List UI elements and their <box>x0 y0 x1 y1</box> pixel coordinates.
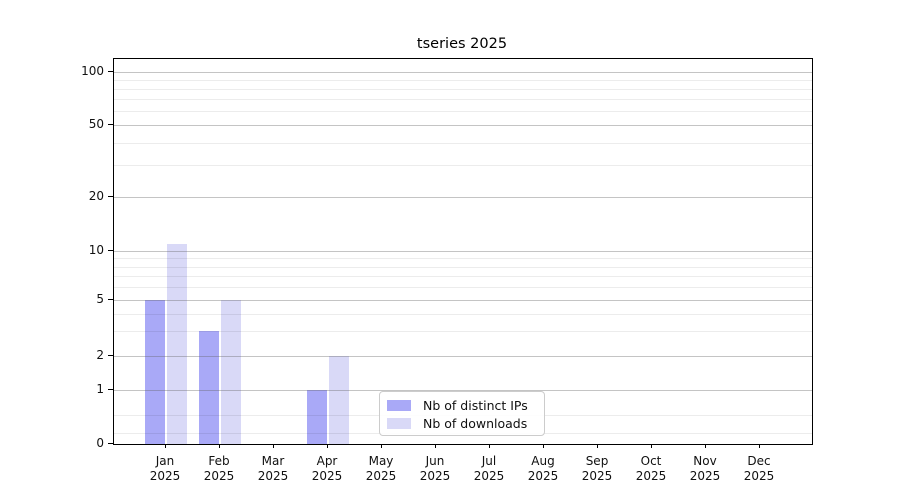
x-axis-tick <box>273 444 274 448</box>
x-axis-tick <box>381 444 382 448</box>
year-label: 2025 <box>311 469 343 483</box>
gridline-major <box>114 72 812 73</box>
month-label: Feb <box>208 454 230 468</box>
y-axis-tick <box>108 71 113 72</box>
year-label: 2025 <box>743 469 775 483</box>
year-label: 2025 <box>365 469 397 483</box>
year-label: 2025 <box>203 469 235 483</box>
year-label: 2025 <box>635 469 667 483</box>
chart-title: tseries 2025 <box>416 36 508 52</box>
legend-label: Nb of distinct IPs <box>423 397 528 413</box>
legend: Nb of distinct IPs Nb of downloads <box>379 391 545 436</box>
x-axis-tick-label: Dec 2025 <box>729 454 789 484</box>
gridline-minor <box>114 165 812 167</box>
x-axis-tick-label: Oct 2025 <box>621 454 681 484</box>
bar-distinct-ips <box>145 300 165 444</box>
gridline-major <box>114 355 812 357</box>
gridline-minor <box>114 99 812 101</box>
month-label: Jun <box>425 454 445 468</box>
y-axis-tick <box>108 195 113 197</box>
y-axis-tick-label: 0 <box>96 436 104 450</box>
y-axis-tick <box>108 354 113 356</box>
month-label: Jan <box>155 454 175 468</box>
gridline-minor <box>114 313 812 315</box>
gridline-major <box>114 250 812 252</box>
legend-item-distinct-ips: Nb of distinct IPs <box>380 396 544 414</box>
x-axis-tick <box>705 444 706 448</box>
y-axis-tick-label: 5 <box>96 292 104 306</box>
legend-label: Nb of downloads <box>423 415 528 431</box>
year-label: 2025 <box>473 469 505 483</box>
x-axis-tick-label: Aug 2025 <box>513 454 573 484</box>
month-label: Oct <box>640 454 662 468</box>
month-label: Apr <box>316 454 338 468</box>
year-label: 2025 <box>527 469 559 483</box>
x-axis-tick <box>651 444 652 448</box>
gridline-major <box>114 300 812 301</box>
x-axis-tick-label: Jun 2025 <box>405 454 465 484</box>
year-label: 2025 <box>689 469 721 483</box>
x-axis-tick <box>489 444 490 448</box>
x-axis-tick <box>759 444 760 448</box>
y-axis-tick <box>108 249 113 251</box>
gridline-minor <box>114 80 812 82</box>
y-axis-tick-label: 50 <box>88 116 104 131</box>
x-axis-tick-label: Mar 2025 <box>243 454 303 484</box>
x-axis-tick-label: Apr 2025 <box>297 454 357 484</box>
gridline-minor <box>114 89 812 91</box>
plot-area <box>113 58 813 445</box>
y-axis-tick-label: 100 <box>81 64 104 78</box>
gridline-major <box>114 124 812 126</box>
x-axis-tick-label: Nov 2025 <box>675 454 735 484</box>
legend-swatch-downloads <box>387 417 411 429</box>
month-label: Aug <box>531 454 555 468</box>
bar-downloads <box>167 243 187 444</box>
x-axis-tick <box>165 444 166 448</box>
month-label: Dec <box>747 454 771 468</box>
month-label: Mar <box>261 454 285 468</box>
gridline-major <box>114 389 812 391</box>
x-axis-tick <box>543 444 544 448</box>
x-axis-tick-label: Sep 2025 <box>567 454 627 484</box>
legend-item-downloads: Nb of downloads <box>380 414 544 432</box>
x-axis-tick <box>597 444 598 448</box>
year-label: 2025 <box>581 469 613 483</box>
gridline-minor <box>114 266 812 268</box>
x-axis-tick <box>219 444 220 448</box>
y-axis-tick <box>108 123 113 125</box>
bar-downloads <box>329 355 349 444</box>
gridline-minor <box>114 111 812 113</box>
x-axis-tick-label: Jul 2025 <box>459 454 519 484</box>
y-axis-tick-label: 2 <box>96 347 104 362</box>
month-label: May <box>368 454 394 468</box>
x-axis-tick-label: May 2025 <box>351 454 411 484</box>
legend-swatch-distinct-ips <box>387 399 411 411</box>
x-axis-tick-label: Jan 2025 <box>135 454 195 484</box>
x-axis-tick <box>435 444 436 448</box>
x-axis-tick <box>327 444 328 448</box>
month-label: Sep <box>585 454 609 468</box>
year-label: 2025 <box>257 469 289 483</box>
gridline-minor <box>114 258 812 260</box>
gridline-minor <box>114 287 812 289</box>
y-axis-tick-label: 10 <box>88 242 104 257</box>
y-axis-tick <box>108 299 113 300</box>
x-axis-tick-label: Feb 2025 <box>189 454 249 484</box>
year-label: 2025 <box>419 469 451 483</box>
y-axis-tick <box>108 388 113 390</box>
gridline-minor <box>114 331 812 333</box>
year-label: 2025 <box>149 469 181 483</box>
month-label: Jul <box>481 454 497 468</box>
y-axis-tick-label: 20 <box>88 188 104 203</box>
gridline-minor <box>114 142 812 144</box>
y-axis-tick <box>108 443 113 444</box>
bar-downloads <box>221 300 241 444</box>
gridline-minor <box>114 276 812 278</box>
month-label: Nov <box>693 454 717 468</box>
y-axis-tick-label: 1 <box>96 381 104 396</box>
gridline-major <box>114 196 812 198</box>
bar-distinct-ips <box>307 389 327 444</box>
bar-distinct-ips <box>199 331 219 444</box>
